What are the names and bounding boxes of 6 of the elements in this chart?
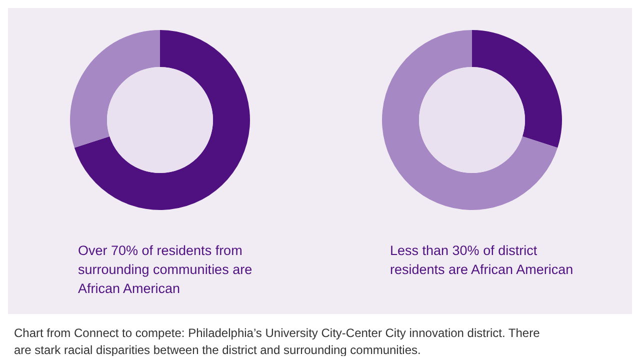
donut-slice	[472, 30, 562, 148]
text: Over 70% of residents from surrounding communities are African American	[78, 243, 252, 296]
donut-slice	[74, 30, 250, 210]
donut-slice	[382, 30, 558, 210]
text: Less than 30% of district residents are African American	[390, 243, 574, 277]
donut-slice	[70, 30, 160, 148]
